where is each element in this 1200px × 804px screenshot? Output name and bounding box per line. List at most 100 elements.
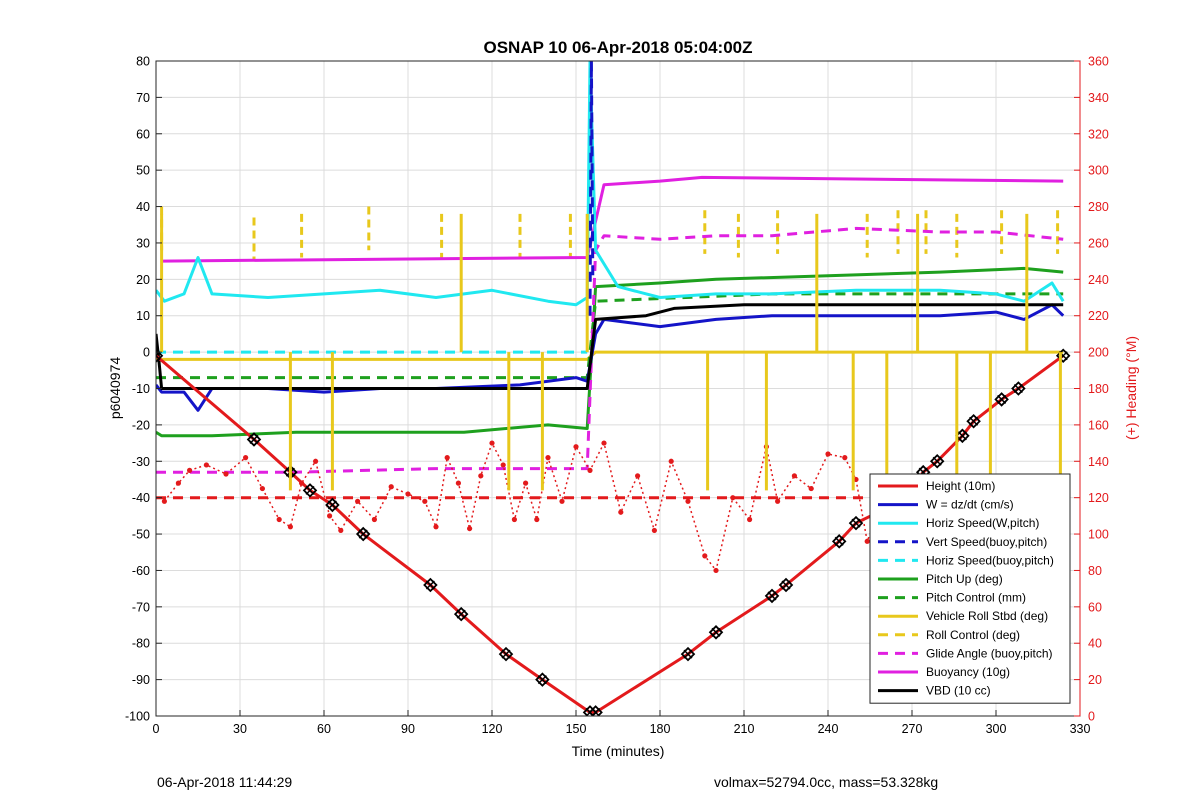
y-tick-label-right: 180	[1088, 382, 1109, 396]
legend-label: Height (10m)	[926, 479, 995, 493]
legend-label: Pitch Control (mm)	[926, 591, 1026, 605]
height-marker	[1011, 381, 1026, 396]
height-marker-cross	[767, 591, 777, 601]
legend-label: Horiz Speed(W,pitch)	[926, 516, 1039, 530]
heading-point	[388, 484, 394, 490]
series-glide-angle-buoy-pitch	[156, 226, 1064, 474]
y-tick-label-right: 0	[1088, 710, 1095, 724]
y-axis-label-right: (+) Heading (°M)	[1123, 336, 1139, 440]
y-tick-label-left: -10	[132, 382, 150, 396]
footer-timestamp: 06-Apr-2018 11:44:29	[157, 774, 293, 790]
series-roll-control-deg	[160, 206, 1060, 262]
chart-title: OSNAP 10 06-Apr-2018 05:04:00Z	[484, 38, 753, 57]
height-marker-cross	[358, 529, 368, 539]
heading-point	[489, 440, 495, 446]
heading-point	[187, 467, 193, 473]
heading-point	[203, 462, 209, 468]
y-tick-label-right: 340	[1088, 91, 1109, 105]
series-vbd-10-cc	[156, 303, 1064, 390]
y-tick-label-right: 220	[1088, 309, 1109, 323]
height-marker-cross	[305, 485, 315, 495]
y-tick-label-left: 80	[136, 55, 150, 69]
x-tick-label: 0	[153, 722, 160, 736]
y-tick-label-right: 60	[1088, 600, 1102, 614]
height-marker-cross	[851, 518, 861, 528]
y-tick-label-left: 40	[136, 200, 150, 214]
x-tick-label: 240	[818, 722, 839, 736]
y-tick-label-right: 160	[1088, 418, 1109, 432]
y-tick-label-right: 280	[1088, 200, 1109, 214]
heading-point	[685, 498, 691, 504]
x-tick-label: 60	[317, 722, 331, 736]
x-tick-label: 180	[650, 722, 671, 736]
height-marker-cross	[781, 580, 791, 590]
y-tick-label-left: 70	[136, 91, 150, 105]
height-marker-cross	[327, 500, 337, 510]
height-marker-cross	[501, 649, 511, 659]
x-tick-label: 150	[566, 722, 587, 736]
height-marker-cross	[683, 649, 693, 659]
y-tick-label-right: 260	[1088, 236, 1109, 250]
height-marker	[955, 428, 970, 444]
heading-point	[618, 509, 624, 515]
height-marker-cross	[957, 431, 967, 441]
height-marker	[588, 705, 603, 716]
y-tick-label-left: -30	[132, 455, 150, 469]
height-marker-cross	[591, 707, 601, 716]
y-tick-label-left: 60	[136, 127, 150, 141]
y-tick-label-left: 0	[143, 346, 150, 360]
ticks: 0 30 60 90 120 150 180 210 240 270 300 330807060504…	[125, 55, 1109, 737]
series-vehicle-roll-spikes	[160, 213, 1062, 491]
heading-point	[775, 498, 781, 504]
height-marker-cross	[932, 456, 942, 466]
legend-label: VBD (10 cc)	[926, 684, 991, 698]
y-tick-label-left: 10	[136, 309, 150, 323]
height-marker-cross	[537, 675, 547, 685]
legend-label: Glide Angle (buoy,pitch)	[926, 646, 1053, 660]
heading-point	[467, 525, 473, 532]
legend-label: Vehicle Roll Stbd (deg)	[926, 609, 1048, 623]
legend-label: Vert Speed(buoy,pitch)	[926, 535, 1047, 549]
legend-label: Buoyancy (10g)	[926, 665, 1010, 679]
height-marker	[325, 497, 340, 513]
heading-point	[313, 458, 319, 464]
y-tick-label-right: 100	[1088, 528, 1109, 542]
x-tick-label: 210	[734, 722, 755, 736]
heading-point	[730, 495, 736, 501]
y-tick-label-left: -80	[132, 637, 150, 651]
y-tick-label-left: -70	[132, 600, 150, 614]
legend-label: Horiz Speed(buoy,pitch)	[926, 553, 1054, 567]
height-marker-cross	[969, 416, 979, 426]
legend-label: W = dz/dt (cm/s)	[926, 498, 1014, 512]
y-tick-label-right: 120	[1088, 491, 1109, 505]
height-marker	[498, 646, 514, 662]
y-tick-label-right: 20	[1088, 673, 1102, 687]
series-buoyancy-10g	[161, 175, 1064, 263]
y-tick-label-left: -90	[132, 673, 150, 687]
y-tick-label-right: 240	[1088, 273, 1109, 287]
height-marker	[966, 413, 981, 429]
legend-box	[869, 473, 1071, 704]
height-marker	[778, 577, 794, 593]
legend-label: Roll Control (deg)	[926, 628, 1020, 642]
height-marker-cross	[1013, 383, 1023, 394]
height-marker	[708, 625, 724, 640]
y-tick-label-right: 200	[1088, 346, 1109, 360]
height-marker	[423, 577, 438, 593]
height-marker	[680, 646, 696, 662]
heading-point	[259, 485, 265, 492]
y-axis-label-left: p6040974	[107, 357, 123, 420]
height-marker-cross	[834, 536, 844, 546]
legend: Height (10m) W = dz/dt (cm/s) Horiz Speed(…	[869, 473, 1071, 704]
y-tick-label-right: 40	[1088, 637, 1102, 651]
height-marker	[764, 588, 780, 604]
x-tick-label: 90	[401, 722, 415, 736]
height-marker	[302, 483, 318, 498]
height-marker-cross	[425, 580, 435, 590]
height-marker-cross	[711, 627, 721, 637]
x-tick-label: 30	[233, 722, 247, 736]
height-marker-cross	[456, 609, 466, 619]
y-tick-label-right: 320	[1088, 127, 1109, 141]
y-tick-label-right: 80	[1088, 564, 1102, 578]
